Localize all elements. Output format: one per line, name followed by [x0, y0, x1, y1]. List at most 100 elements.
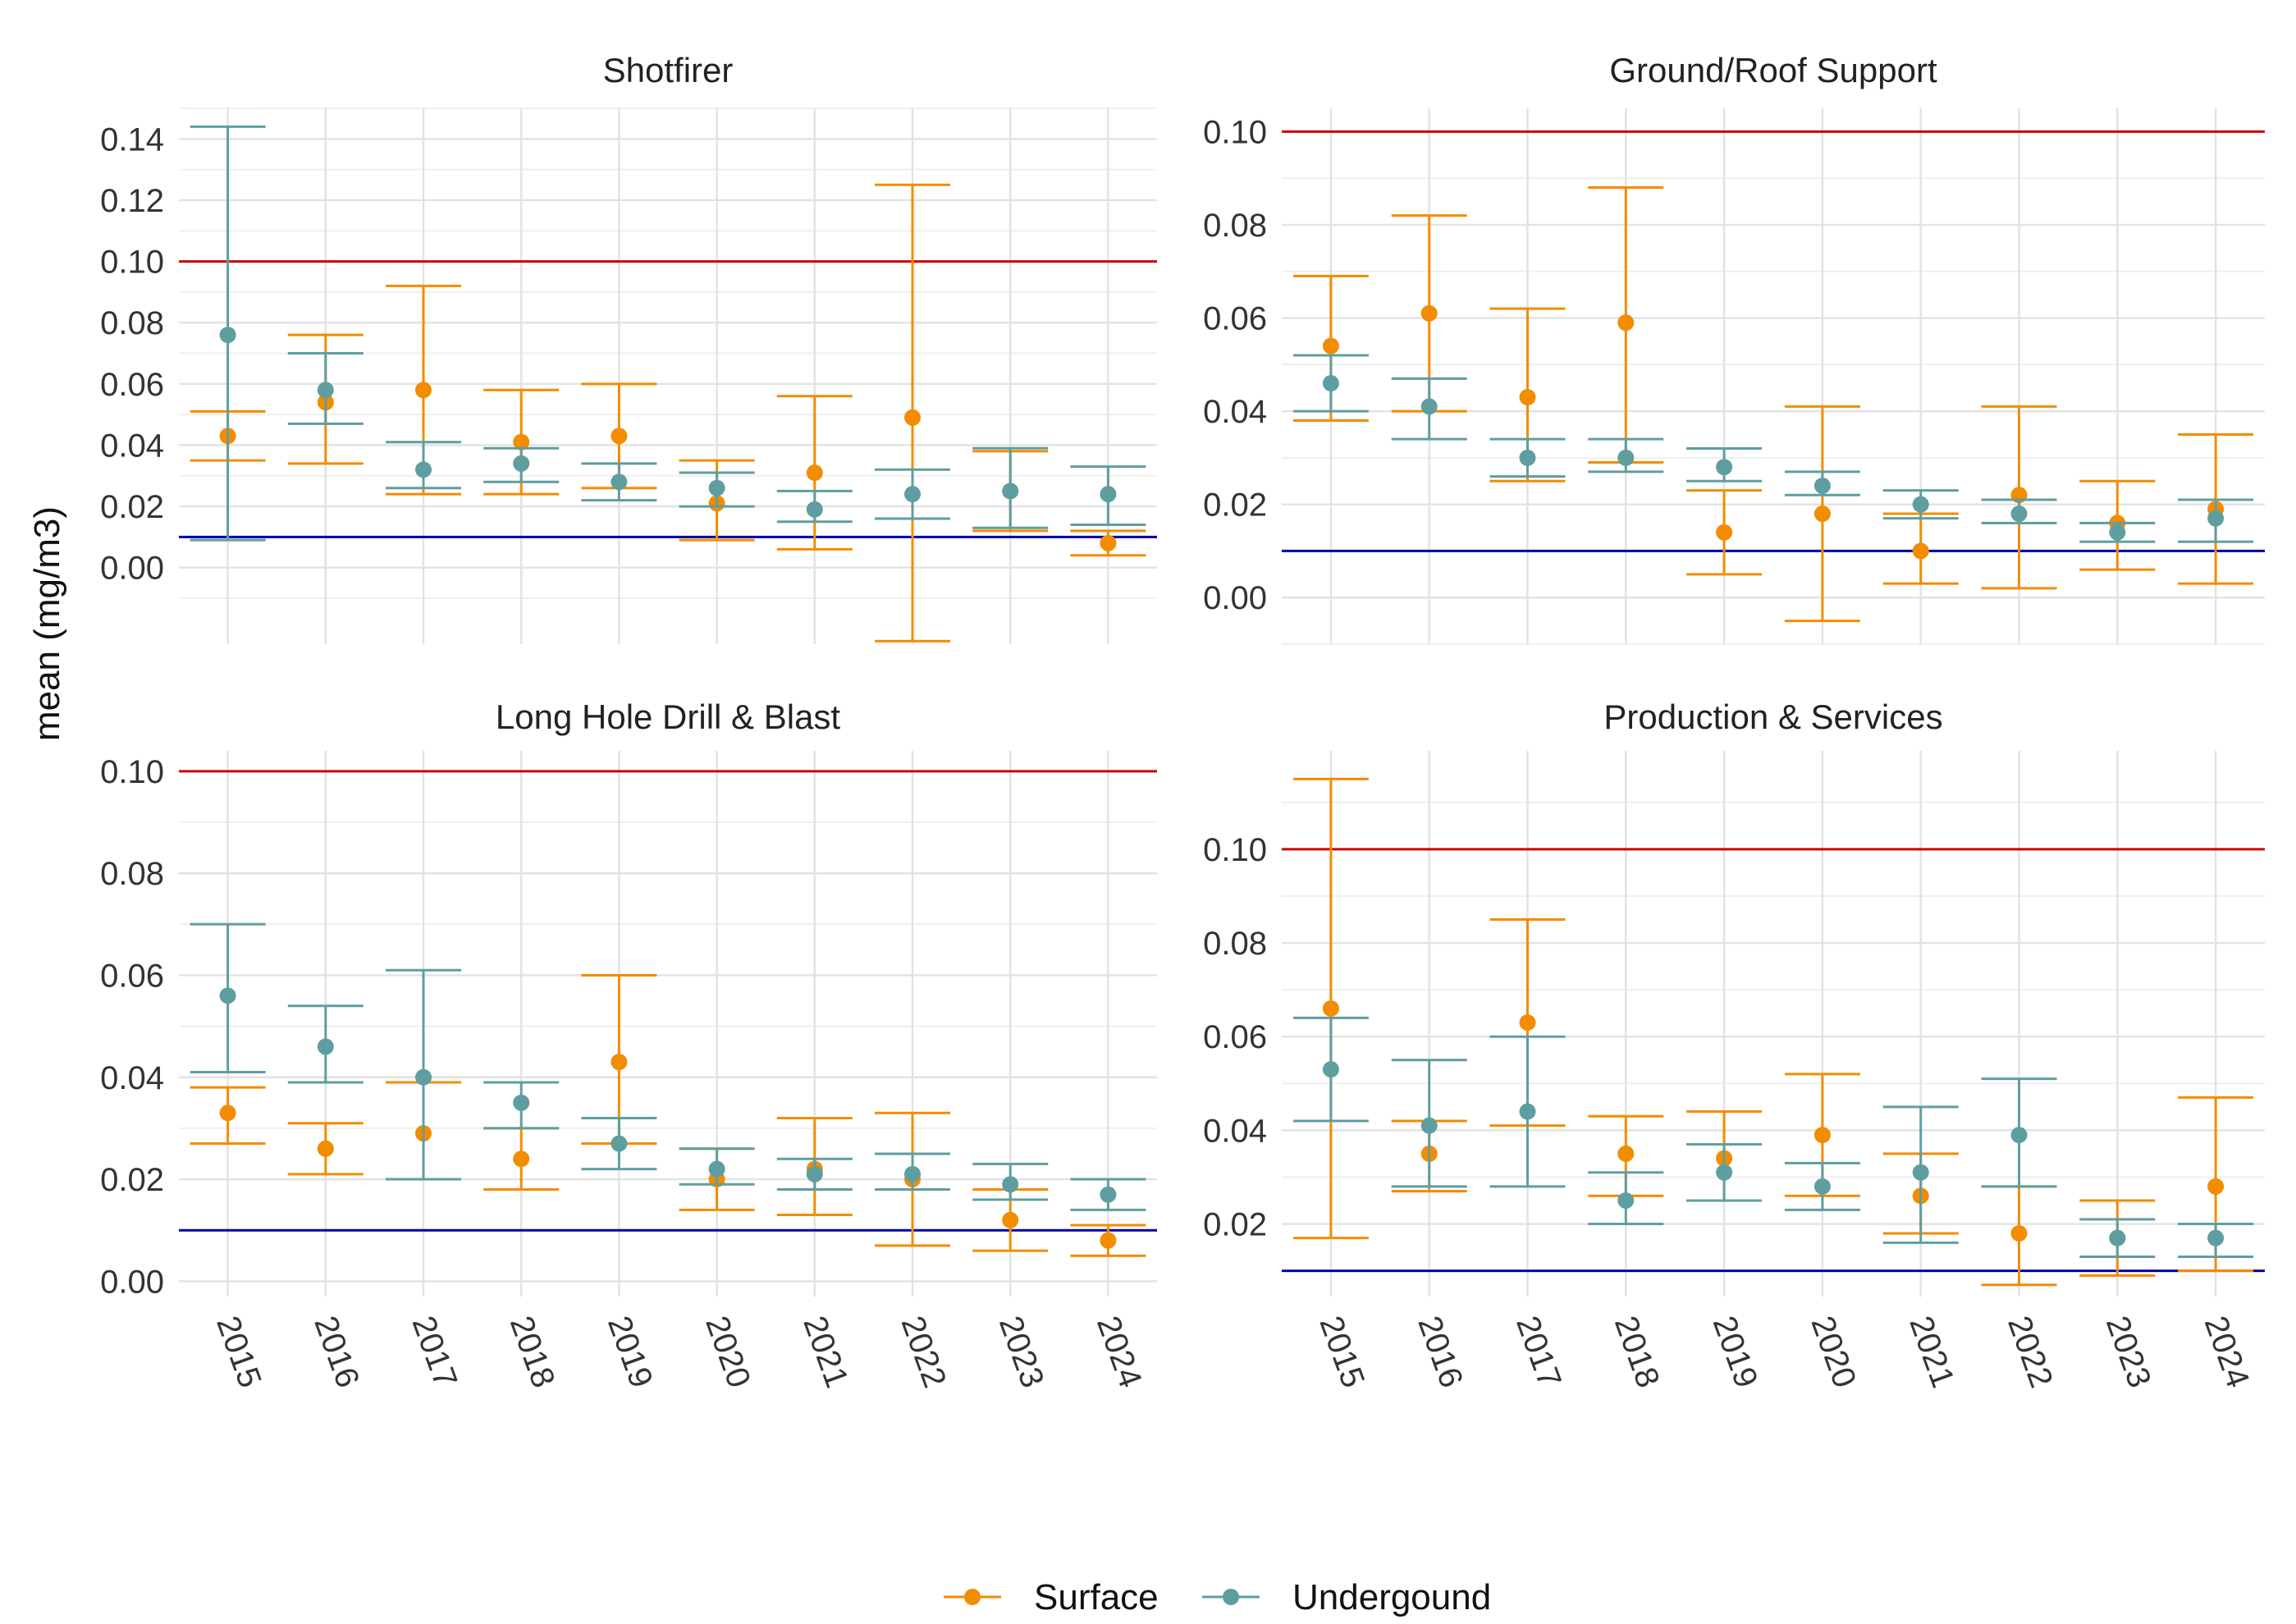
mean-point-surface: [219, 1105, 236, 1122]
errorbar-undergound: [2178, 498, 2254, 543]
panel-title: Shotfirer: [603, 51, 734, 89]
mean-point-undergound: [1519, 1103, 1536, 1120]
mean-point-undergound: [1617, 449, 1635, 466]
errorbar-surface: [190, 1086, 266, 1146]
y-tick-label: 0.10: [1203, 114, 1267, 150]
mean-point-undergound: [2109, 524, 2126, 541]
errorbar-undergound: [1588, 437, 1664, 473]
errorbar-surface: [1292, 777, 1369, 1240]
mean-point-undergound: [317, 1038, 334, 1055]
errorbar-undergound: [386, 441, 461, 490]
y-tick-label: 0.08: [100, 856, 164, 892]
mean-point-surface: [611, 428, 628, 445]
errorbar-undergound: [1784, 1161, 1860, 1211]
y-axis-title: mean (mg/m3): [27, 506, 67, 741]
errorbar-undergound: [581, 1116, 657, 1171]
mean-point-surface: [1716, 524, 1733, 541]
errorbar-undergound: [287, 1004, 364, 1084]
mean-point-undergound: [2207, 510, 2225, 527]
mean-point-undergound: [2109, 1229, 2126, 1247]
mean-point-undergound: [1912, 496, 1929, 513]
mean-point-surface: [513, 433, 530, 451]
legend-label: Surface: [1034, 1577, 1159, 1617]
mean-point-undergound: [1420, 1117, 1438, 1134]
mean-point-undergound: [2207, 1229, 2225, 1247]
mean-point-undergound: [219, 987, 236, 1004]
mean-point-undergound: [1100, 486, 1117, 503]
y-tick-label: 0.10: [100, 754, 164, 790]
mean-point-undergound: [1420, 398, 1438, 415]
mean-point-undergound: [415, 1068, 432, 1086]
legend: Surface Undergound: [944, 1577, 1491, 1617]
mean-point-surface: [1617, 1145, 1635, 1162]
errorbar-undergound: [1784, 470, 1860, 496]
errorbar-undergound: [1391, 377, 1467, 441]
y-tick-label: 0.04: [100, 428, 164, 464]
mean-point-undergound: [1912, 1164, 1929, 1181]
errorbar-undergound: [1981, 1077, 2057, 1188]
mean-point-surface: [1100, 1232, 1117, 1249]
y-tick-label: 0.12: [100, 183, 164, 219]
errorbar-undergound: [776, 489, 853, 524]
errorbar-surface: [1686, 489, 1763, 576]
errorbar-undergound: [1981, 498, 2057, 524]
mean-point-undergound: [415, 461, 432, 478]
errorbar-surface: [287, 1122, 364, 1176]
mean-point-undergound: [513, 1094, 530, 1111]
y-tick-label: 0.00: [1203, 580, 1267, 616]
mean-point-undergound: [1617, 1192, 1635, 1209]
y-tick-label: 0.06: [100, 367, 164, 403]
errorbar-undergound: [190, 922, 266, 1074]
y-tick-label: 0.06: [100, 958, 164, 994]
y-tick-label: 0.00: [100, 1264, 164, 1300]
errorbar-undergound: [1292, 354, 1369, 413]
y-tick-label: 0.04: [1203, 1113, 1267, 1149]
errorbar-surface: [1070, 529, 1146, 557]
mean-point-undergound: [1813, 477, 1831, 494]
legend-key-point: [964, 1589, 981, 1605]
mean-point-undergound: [1322, 1061, 1339, 1078]
errorbar-undergound: [875, 468, 950, 520]
legend-item-surface: Surface: [944, 1577, 1159, 1617]
mean-point-undergound: [806, 1165, 823, 1183]
errorbar-undergound: [483, 1081, 560, 1130]
mean-point-undergound: [1100, 1186, 1117, 1203]
mean-point-surface: [904, 409, 921, 426]
mean-point-surface: [1519, 389, 1536, 406]
errorbar-undergound: [1686, 447, 1763, 483]
y-tick-label: 0.10: [100, 245, 164, 281]
errorbar-undergound: [287, 352, 364, 425]
mean-point-undergound: [513, 455, 530, 472]
errorbar-undergound: [2178, 1223, 2254, 1258]
legend-label: Undergound: [1292, 1577, 1491, 1617]
y-tick-label: 0.02: [1203, 487, 1267, 524]
errorbar-undergound: [1686, 1142, 1763, 1202]
mean-point-undergound: [219, 327, 236, 344]
y-tick-label: 0.02: [1203, 1207, 1267, 1243]
panel-ground-roof-support: 0.00 0.02 0.04 0.06 0.08 0.10 Ground/Roof Supp…: [1203, 51, 2265, 645]
mean-point-undergound: [611, 1135, 628, 1152]
errorbar-surface: [1588, 186, 1664, 464]
legend-key-point: [1223, 1589, 1239, 1605]
panel-production-services: 0.02 0.04 0.06 0.08 0.10 Production & Service…: [1203, 698, 2265, 1393]
y-tick-label: 0.06: [1203, 1019, 1267, 1055]
errorbar-undergound: [2079, 1218, 2156, 1258]
mean-point-surface: [415, 382, 432, 399]
y-tick-label: 0.02: [100, 489, 164, 525]
errorbar-surface: [1489, 307, 1566, 483]
mean-point-surface: [1322, 337, 1339, 355]
errorbar-surface: [1292, 274, 1369, 422]
errorbar-undergound: [972, 1162, 1049, 1201]
mean-point-surface: [1002, 1211, 1019, 1228]
legend-item-undergound: Undergound: [1202, 1577, 1491, 1617]
y-tick-label: 0.04: [100, 1060, 164, 1096]
mean-point-surface: [1617, 314, 1635, 332]
mean-point-undergound: [2010, 1127, 2028, 1144]
mean-point-undergound: [1519, 449, 1536, 466]
errorbar-undergound: [1882, 489, 1959, 520]
y-tick-label: 0.00: [100, 551, 164, 587]
mean-point-undergound: [1716, 1164, 1733, 1181]
mean-point-surface: [2207, 1178, 2225, 1195]
mean-point-undergound: [708, 1160, 725, 1178]
